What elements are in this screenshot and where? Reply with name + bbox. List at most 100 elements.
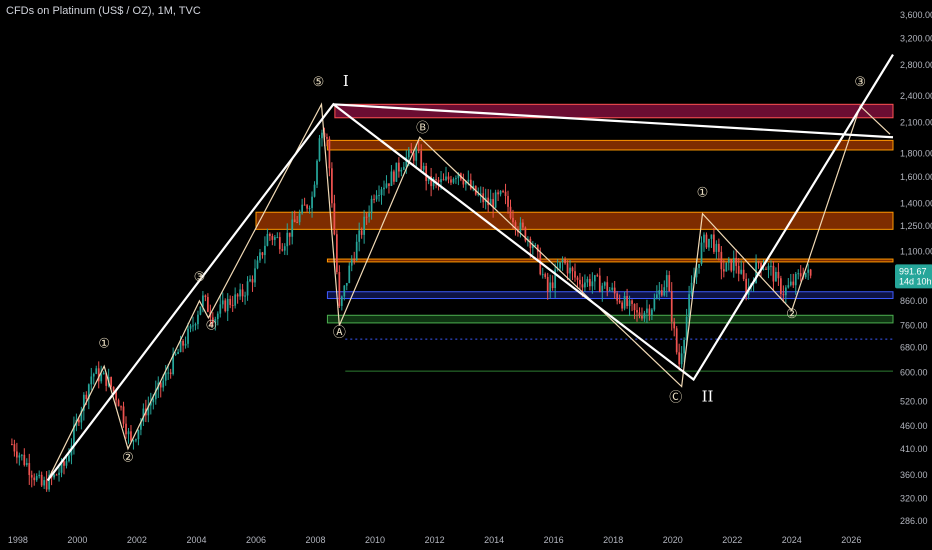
- candle-body: [105, 372, 108, 386]
- candle-body: [152, 399, 155, 403]
- candle-body: [675, 328, 678, 353]
- candle-body: [541, 274, 544, 276]
- zone-band: [334, 103, 894, 119]
- candle-body: [425, 166, 428, 181]
- candle-body: [698, 263, 700, 268]
- candle-body: [368, 213, 370, 217]
- candle-body: [400, 169, 403, 172]
- x-tick-label: 2014: [484, 535, 504, 545]
- candle-body: [87, 384, 90, 399]
- candle-body: [621, 302, 623, 309]
- candle-body: [316, 160, 318, 185]
- candle-body: [43, 480, 46, 486]
- candle-body: [65, 461, 68, 466]
- candle-body: [765, 268, 767, 270]
- candle-body: [794, 273, 797, 286]
- candle-body: [809, 269, 812, 276]
- candle-body: [717, 243, 720, 252]
- price-badge-countdown: 14d 10h: [899, 276, 932, 286]
- candle-body: [792, 281, 795, 286]
- candle-body: [234, 294, 237, 306]
- candle-body: [760, 262, 762, 269]
- candle-body: [722, 269, 725, 272]
- candle-body: [477, 193, 480, 195]
- y-tick-label: 2,800.00: [900, 60, 932, 70]
- candle-body: [30, 475, 33, 478]
- x-tick-label: 2012: [425, 535, 445, 545]
- candle-body: [20, 454, 23, 456]
- candle-body: [293, 219, 296, 223]
- candle-body: [388, 183, 390, 186]
- candle-body: [45, 480, 48, 490]
- y-tick-label: 600.00: [900, 368, 928, 378]
- candle-body: [574, 271, 576, 278]
- candle-body: [628, 300, 631, 307]
- candle-body: [531, 245, 534, 249]
- candle-body: [522, 222, 524, 228]
- candle-body: [251, 279, 254, 283]
- candle-body: [745, 278, 748, 295]
- candle-body: [708, 238, 710, 248]
- x-tick-label: 2006: [246, 535, 266, 545]
- candle-body: [670, 291, 673, 322]
- candle-body: [125, 423, 127, 435]
- candle-body: [236, 294, 239, 297]
- y-tick-label: 1,250.00: [900, 221, 932, 231]
- candle-body: [447, 176, 450, 180]
- candle-body: [318, 138, 321, 161]
- candle-body: [782, 294, 785, 296]
- candle-body: [154, 389, 157, 400]
- candle-body: [472, 185, 475, 189]
- candle-body: [261, 252, 264, 256]
- x-tick-label: 2022: [722, 535, 742, 545]
- candle-body: [214, 319, 217, 324]
- candle-body: [807, 269, 810, 273]
- candle-body: [660, 290, 663, 296]
- candle-body: [593, 275, 596, 282]
- candle-body: [360, 230, 363, 235]
- candle-body: [668, 275, 671, 292]
- candle-body: [326, 137, 328, 139]
- y-tick-label: 460.00: [900, 421, 928, 431]
- candle-body: [663, 287, 666, 296]
- candle-body: [273, 237, 276, 240]
- candle-body: [35, 476, 38, 481]
- candle-body: [402, 166, 405, 170]
- candle-body: [296, 222, 299, 224]
- candle-body: [187, 328, 189, 344]
- candle-body: [797, 273, 800, 275]
- candle-body: [333, 203, 336, 235]
- candle-body: [633, 303, 636, 311]
- candle-body: [189, 325, 192, 329]
- x-tick-label: 2008: [306, 535, 326, 545]
- candle-body: [584, 282, 586, 288]
- price-badge-value: 991.67: [899, 266, 927, 276]
- candle-body: [705, 234, 708, 248]
- candle-body: [519, 222, 522, 233]
- candle-body: [85, 394, 88, 399]
- candle-body: [546, 276, 549, 292]
- candle-body: [219, 304, 222, 314]
- candle-body: [38, 474, 41, 477]
- y-tick-label: 3,600.00: [900, 10, 932, 20]
- candle-body: [616, 293, 619, 301]
- candle-body: [494, 192, 497, 208]
- candle-body: [559, 262, 561, 269]
- candle-body: [63, 461, 65, 466]
- candle-body: [742, 269, 745, 279]
- candle-body: [135, 439, 137, 441]
- candle-body: [405, 157, 408, 167]
- candle-body: [78, 419, 80, 423]
- candle-body: [82, 394, 85, 411]
- candle-body: [184, 343, 187, 346]
- candle-body: [331, 168, 333, 204]
- candle-body: [566, 263, 569, 274]
- candle-body: [467, 179, 470, 182]
- candle-body: [507, 195, 509, 207]
- candle-body: [100, 374, 103, 382]
- candle-body: [179, 340, 182, 352]
- candle-body: [271, 236, 274, 240]
- y-tick-label: 2,400.00: [900, 91, 932, 101]
- y-tick-label: 2,100.00: [900, 117, 932, 127]
